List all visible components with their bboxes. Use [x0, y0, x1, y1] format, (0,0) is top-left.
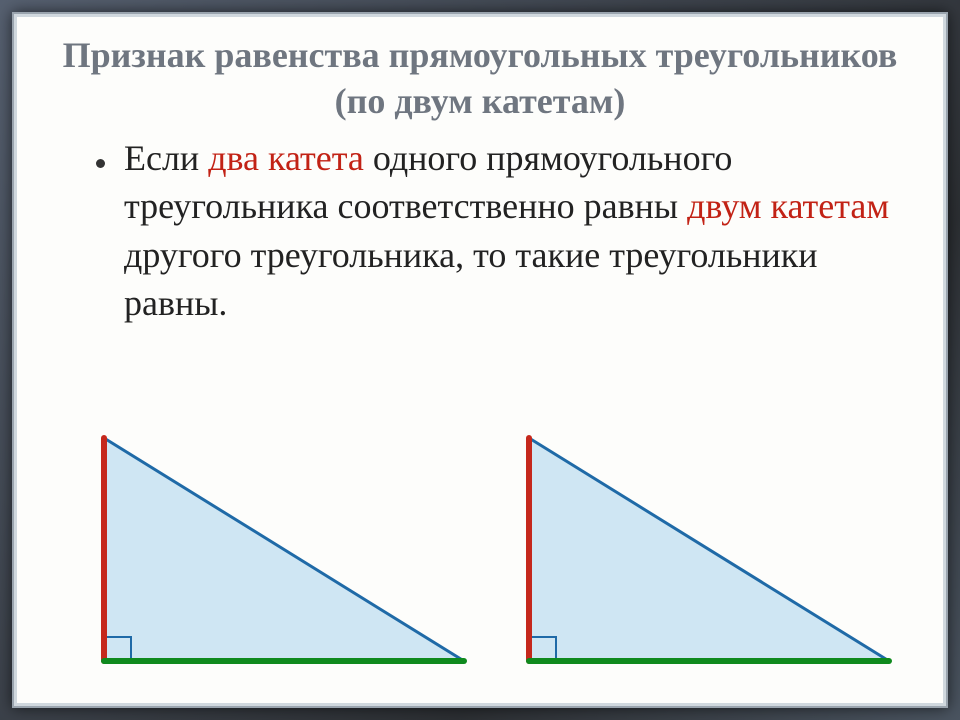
body-run: Если	[124, 138, 208, 178]
theorem-runs: Если два катета одного прямоугольного тр…	[124, 138, 889, 323]
bullet-icon	[96, 132, 124, 180]
slide-frame: Признак равенства прямоугольных треуголь…	[12, 12, 948, 708]
body-run: другого треугольника, то такие треугольн…	[124, 235, 818, 323]
triangle-2	[509, 418, 904, 678]
triangle-1	[84, 418, 479, 678]
diagram-area	[84, 418, 904, 678]
slide-content: Признак равенства прямоугольных треуголь…	[14, 14, 946, 706]
highlight-text: двум катетам	[687, 186, 889, 226]
theorem-text: Если два катета одного прямоугольного тр…	[54, 132, 906, 327]
highlight-text: два катета	[208, 138, 364, 178]
outer-frame: Признак равенства прямоугольных треуголь…	[0, 0, 960, 720]
slide-title: Признак равенства прямоугольных треуголь…	[54, 32, 906, 124]
